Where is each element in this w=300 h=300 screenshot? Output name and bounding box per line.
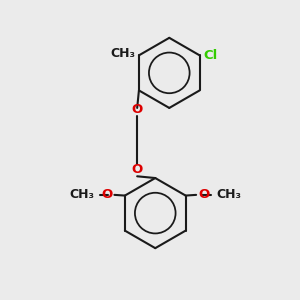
- Text: CH₃: CH₃: [110, 47, 135, 60]
- Text: CH₃: CH₃: [216, 188, 241, 201]
- Text: CH₃: CH₃: [69, 188, 94, 201]
- Text: O: O: [198, 188, 209, 201]
- Text: O: O: [131, 103, 143, 116]
- Text: Cl: Cl: [204, 49, 218, 62]
- Text: O: O: [131, 164, 143, 176]
- Text: O: O: [101, 188, 112, 201]
